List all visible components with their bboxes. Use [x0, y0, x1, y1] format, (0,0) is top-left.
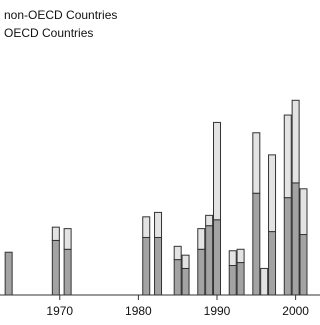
legend-label: non-OECD Countries: [4, 8, 117, 22]
bar-segment: [291, 182, 300, 296]
bar-segment: [252, 132, 261, 194]
bar-segment: [205, 225, 214, 296]
bar-segment: [213, 219, 222, 296]
bar-segment: [197, 248, 206, 296]
x-tick-label: 1970: [46, 304, 73, 318]
bar-segment: [173, 259, 182, 296]
bar-segment: [252, 192, 261, 296]
bar-segment: [181, 267, 190, 296]
bar-segment: [197, 228, 206, 250]
bar-segment: [63, 228, 72, 250]
bar-segment: [299, 234, 308, 296]
bar-segment: [291, 99, 300, 184]
bar-segment: [142, 236, 151, 296]
bar-segment: [236, 248, 245, 264]
bar-segment: [205, 214, 214, 227]
bar-segment: [173, 245, 182, 261]
bar-segment: [228, 265, 237, 296]
bar-segment: [4, 251, 13, 296]
x-tick-label: 2000: [282, 304, 309, 318]
bar-segment: [63, 248, 72, 296]
legend-label: OECD Countries: [4, 26, 93, 40]
bar-segment: [154, 211, 163, 238]
bar-segment: [51, 239, 60, 296]
bar-segment: [268, 231, 277, 296]
bar-segment: [236, 262, 245, 296]
x-tick-label: 1990: [204, 304, 231, 318]
x-tick-label: 1980: [125, 304, 152, 318]
bar-segment: [51, 226, 60, 241]
bar-segment: [142, 216, 151, 238]
bar-segment: [283, 197, 292, 296]
bar-segment: [228, 250, 237, 266]
bar-segment: [181, 254, 190, 269]
bar-segment: [268, 154, 277, 233]
bar-segment: [283, 114, 292, 199]
bar-segment: [154, 236, 163, 296]
bar-segment: [260, 267, 269, 296]
bar-segment: [299, 188, 308, 236]
bar-segment: [213, 121, 222, 221]
